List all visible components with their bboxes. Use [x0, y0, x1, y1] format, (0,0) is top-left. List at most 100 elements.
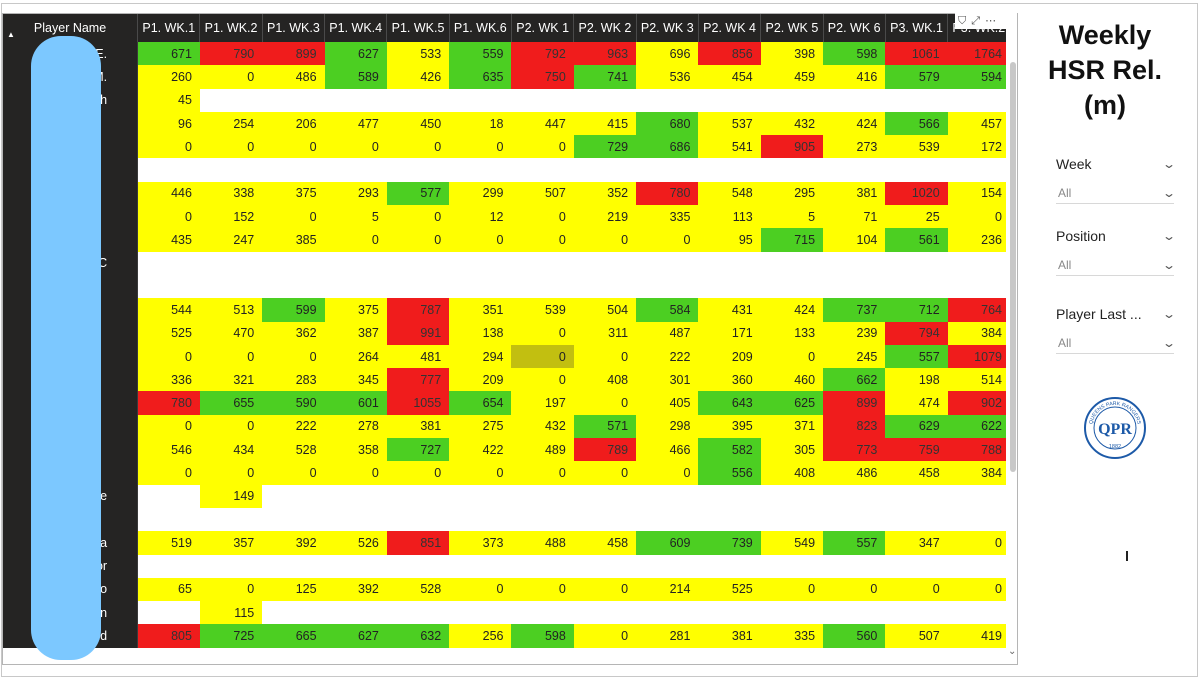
value-cell[interactable]: [386, 158, 450, 182]
value-cell[interactable]: 533: [386, 42, 450, 66]
value-cell[interactable]: 138: [449, 321, 512, 345]
value-cell[interactable]: 1764: [947, 42, 1006, 66]
value-cell[interactable]: 548: [698, 181, 761, 206]
value-cell[interactable]: 113: [698, 205, 761, 229]
chevron-down-icon[interactable]: ⌄: [1161, 307, 1177, 321]
column-header[interactable]: P1. WK.5: [386, 14, 450, 42]
value-cell[interactable]: 0: [573, 344, 637, 369]
value-cell[interactable]: [324, 158, 387, 182]
value-cell[interactable]: 358: [324, 438, 387, 462]
value-cell[interactable]: 362: [262, 321, 325, 345]
value-cell[interactable]: 398: [760, 42, 824, 66]
table-row[interactable]: e 149: [3, 484, 1006, 508]
value-cell[interactable]: 338: [199, 181, 263, 206]
value-cell[interactable]: [823, 251, 886, 275]
value-cell[interactable]: 381: [823, 181, 886, 206]
value-cell[interactable]: [698, 484, 761, 508]
value-cell[interactable]: 0: [262, 135, 325, 159]
value-cell[interactable]: 171: [698, 321, 761, 345]
value-cell[interactable]: [885, 484, 948, 508]
value-cell[interactable]: 447: [511, 111, 574, 136]
value-cell[interactable]: [698, 274, 761, 299]
value-cell[interactable]: 0: [947, 205, 1006, 229]
column-header[interactable]: P2. WK 2: [573, 14, 637, 42]
value-cell[interactable]: 759: [885, 438, 948, 462]
value-cell[interactable]: [511, 507, 574, 532]
value-cell[interactable]: 0: [947, 577, 1006, 602]
value-cell[interactable]: 1079: [947, 344, 1006, 369]
value-cell[interactable]: 275: [449, 414, 512, 439]
value-cell[interactable]: [636, 484, 699, 508]
value-cell[interactable]: 264: [324, 344, 387, 369]
value-cell[interactable]: 0: [386, 228, 450, 252]
value-cell[interactable]: [262, 88, 325, 112]
value-cell[interactable]: 256: [449, 624, 512, 648]
value-cell[interactable]: 536: [636, 65, 699, 89]
more-options-icon[interactable]: ⋯: [985, 15, 997, 27]
value-cell[interactable]: [698, 507, 761, 532]
value-cell[interactable]: 392: [324, 577, 387, 602]
filter-icon[interactable]: ⛉: [958, 15, 967, 27]
value-cell[interactable]: 0: [573, 577, 637, 602]
value-cell[interactable]: 351: [449, 298, 512, 322]
value-cell[interactable]: [573, 554, 637, 578]
player-last-slicer[interactable]: Player Last ... ⌄ All ⌄: [1056, 304, 1177, 354]
value-cell[interactable]: [947, 601, 1006, 625]
value-cell[interactable]: 680: [636, 111, 699, 136]
value-cell[interactable]: [511, 484, 574, 508]
value-cell[interactable]: 0: [324, 135, 387, 159]
column-header[interactable]: P3. WK.1: [885, 14, 949, 42]
value-cell[interactable]: 247: [199, 228, 263, 252]
matrix-grid[interactable]: Player Name ▲ P1. WK.1 P1. WK.2 P1. WK.3 P1. …: [3, 14, 1006, 655]
value-cell[interactable]: 525: [698, 577, 761, 602]
value-cell[interactable]: 519: [137, 531, 200, 555]
value-cell[interactable]: 357: [199, 531, 263, 555]
value-cell[interactable]: [386, 601, 450, 625]
value-cell[interactable]: 559: [449, 42, 512, 66]
value-cell[interactable]: 301: [636, 368, 699, 392]
value-cell[interactable]: 152: [199, 205, 263, 229]
value-cell[interactable]: 198: [885, 368, 948, 392]
value-cell[interactable]: 544: [137, 298, 200, 322]
value-cell[interactable]: 696: [636, 42, 699, 66]
value-cell[interactable]: 0: [760, 577, 824, 602]
value-cell[interactable]: 0: [262, 461, 325, 485]
value-cell[interactable]: [760, 158, 824, 182]
value-cell[interactable]: 311: [573, 321, 637, 345]
value-cell[interactable]: [760, 274, 824, 299]
value-cell[interactable]: 395: [698, 414, 761, 439]
value-cell[interactable]: 0: [137, 344, 200, 369]
value-cell[interactable]: 526: [324, 531, 387, 555]
value-cell[interactable]: 629: [885, 414, 948, 439]
value-cell[interactable]: 405: [636, 391, 699, 415]
value-cell[interactable]: 0: [636, 228, 699, 252]
table-row[interactable]: 01520501202193351135712507: [3, 205, 1006, 229]
value-cell[interactable]: 415: [573, 111, 637, 136]
value-cell[interactable]: 609: [636, 531, 699, 555]
value-cell[interactable]: [324, 554, 387, 578]
value-cell[interactable]: [760, 88, 824, 112]
value-cell[interactable]: [573, 158, 637, 182]
value-cell[interactable]: 12: [449, 205, 512, 229]
value-cell[interactable]: [823, 601, 886, 625]
value-cell[interactable]: [324, 601, 387, 625]
focus-mode-icon[interactable]: ⤢: [971, 15, 981, 27]
chevron-down-icon[interactable]: ⌄: [1161, 157, 1177, 171]
value-cell[interactable]: 1061: [885, 42, 948, 66]
value-cell[interactable]: 384: [947, 461, 1006, 485]
value-cell[interactable]: [386, 88, 450, 112]
value-cell[interactable]: [137, 507, 200, 532]
value-cell[interactable]: [698, 601, 761, 625]
value-cell[interactable]: [386, 554, 450, 578]
horizontal-scrollbar[interactable]: < >: [11, 663, 1001, 664]
value-cell[interactable]: 589: [324, 65, 387, 89]
column-header[interactable]: P1. WK.1: [137, 14, 201, 42]
table-row[interactable]: 43524738500000095715104561236174: [3, 228, 1006, 252]
value-cell[interactable]: [823, 158, 886, 182]
table-row[interactable]: 780 655 590 601 1055 654 197 0 405 643 625 899 474 90…: [3, 391, 1006, 415]
value-cell[interactable]: [573, 251, 637, 275]
value-cell[interactable]: 45: [137, 88, 200, 112]
value-cell[interactable]: 219: [573, 205, 637, 229]
value-cell[interactable]: 579: [885, 65, 948, 89]
value-cell[interactable]: 671: [137, 42, 200, 66]
